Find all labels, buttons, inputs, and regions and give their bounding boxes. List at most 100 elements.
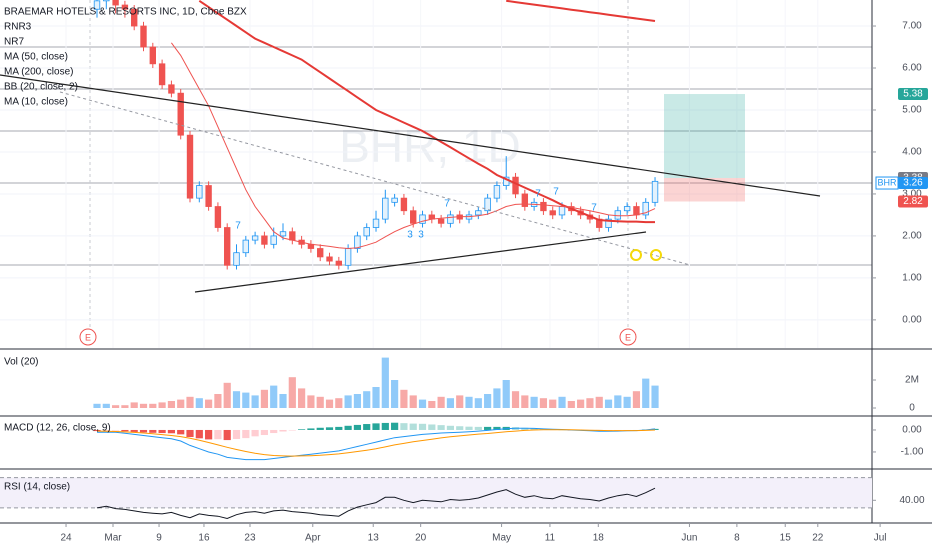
- volume-bar: [577, 399, 585, 408]
- symbol-tag-label: BHR: [877, 177, 897, 187]
- candle-body: [140, 25, 147, 48]
- macd-histogram-bar: [391, 422, 399, 430]
- candle-body: [112, 0, 119, 6]
- volume-bar: [604, 399, 613, 408]
- pattern-label: 3: [407, 230, 413, 241]
- ma-line: [506, 0, 656, 22]
- macd-histogram-bar: [418, 423, 427, 430]
- volume-bar: [223, 382, 231, 408]
- macd-histogram-bar: [242, 429, 250, 439]
- pattern-label: 3: [418, 230, 424, 241]
- candle-body: [437, 218, 445, 224]
- volume-bar: [316, 396, 324, 408]
- volume-bar: [642, 378, 650, 408]
- macd-histogram-bar: [446, 425, 455, 430]
- study-label[interactable]: MA (200, close): [4, 67, 73, 78]
- macd-histogram-bar: [298, 429, 306, 430]
- volume-bar: [344, 395, 352, 408]
- macd-histogram-bar: [465, 426, 473, 430]
- candle-body: [651, 180, 659, 203]
- macd-histogram-bar: [409, 423, 417, 430]
- earnings-icon[interactable]: [79, 328, 97, 346]
- volume-bar: [511, 391, 520, 408]
- volume-bar: [595, 396, 603, 408]
- pattern-label: 7: [235, 221, 241, 232]
- earnings-icon[interactable]: [619, 328, 637, 346]
- volume-bar: [632, 391, 641, 408]
- volume-bar: [418, 399, 427, 408]
- x-tick-label: Jun: [681, 533, 697, 544]
- pane-label: RSI (14, close): [4, 482, 70, 493]
- y-tick-label: 2M: [905, 375, 919, 386]
- trend-lines: [0, 0, 932, 524]
- trend-line: [59, 91, 691, 266]
- volume-bar: [298, 388, 306, 408]
- macd-histogram-bar: [307, 428, 315, 430]
- candle-body: [131, 8, 138, 27]
- price-tag: [898, 195, 928, 208]
- price-tag: [898, 177, 928, 190]
- volume-bar: [381, 357, 389, 408]
- earnings-label[interactable]: E: [85, 332, 91, 342]
- candle-body: [623, 206, 631, 212]
- x-tick-label: 18: [593, 533, 605, 544]
- y-tick-label: -1.00: [901, 447, 924, 458]
- candle-body: [251, 235, 259, 241]
- macd-histogram-bar: [437, 425, 445, 430]
- macd-histogram-bar: [158, 429, 166, 434]
- candle-body: [400, 197, 408, 212]
- volume-bar: [493, 388, 501, 408]
- volume-bar: [112, 405, 120, 408]
- volume-bar: [391, 380, 399, 408]
- macd-histogram-bar: [102, 429, 110, 431]
- volume-bar: [177, 399, 185, 408]
- macd-histogram-bar: [223, 429, 231, 441]
- y-tick-label: 0: [909, 403, 915, 414]
- volume-bar: [335, 398, 343, 408]
- volume-bar: [102, 403, 110, 408]
- macd-histogram-bar: [232, 429, 241, 439]
- volume-bar: [205, 399, 213, 408]
- price-tag: [898, 88, 928, 101]
- candle-body: [158, 63, 166, 86]
- macd-histogram-bar: [353, 424, 362, 430]
- candle-body: [233, 252, 240, 266]
- volume-bar: [270, 385, 278, 408]
- volume-bar: [130, 402, 138, 408]
- study-label[interactable]: RNR3: [4, 22, 32, 33]
- marker: [650, 249, 662, 261]
- price-tag-label: 2.82: [903, 196, 923, 207]
- macd-histogram-bar: [251, 429, 259, 437]
- candle-body: [363, 227, 370, 237]
- candle-body: [344, 248, 352, 266]
- macd-histogram-bar: [279, 429, 287, 432]
- y-tick-label: 0.00: [902, 425, 922, 436]
- volume-bar: [623, 396, 631, 408]
- candle-body: [242, 239, 250, 254]
- annotations: 7 7 7 7 7 3 3 E E: [79, 187, 637, 346]
- study-label[interactable]: BB (20, close, 2): [4, 82, 78, 93]
- macd-histogram-bar: [428, 424, 436, 430]
- ma-line: [170, 42, 656, 250]
- y-tick-label: 4.00: [902, 147, 922, 158]
- x-tick-label: May: [492, 533, 511, 544]
- volume-bar: [549, 399, 557, 408]
- volume-bar: [456, 395, 464, 408]
- candle-body: [484, 197, 491, 212]
- study-label[interactable]: MA (50, close): [4, 52, 68, 63]
- study-label[interactable]: MA (10, close): [4, 97, 68, 108]
- volume-bar: [614, 395, 622, 408]
- earnings-label[interactable]: E: [625, 332, 631, 342]
- candle-body: [205, 185, 212, 207]
- candle-body: [224, 227, 231, 266]
- volume-bar: [446, 398, 455, 408]
- volume-bar: [474, 398, 482, 408]
- pane-label: Vol (20): [4, 357, 38, 368]
- volume-bar: [93, 403, 101, 408]
- marker: [630, 249, 642, 261]
- macd-histogram-bar: [530, 428, 538, 430]
- study-label[interactable]: NR7: [4, 37, 24, 48]
- profit-zone: [664, 94, 745, 178]
